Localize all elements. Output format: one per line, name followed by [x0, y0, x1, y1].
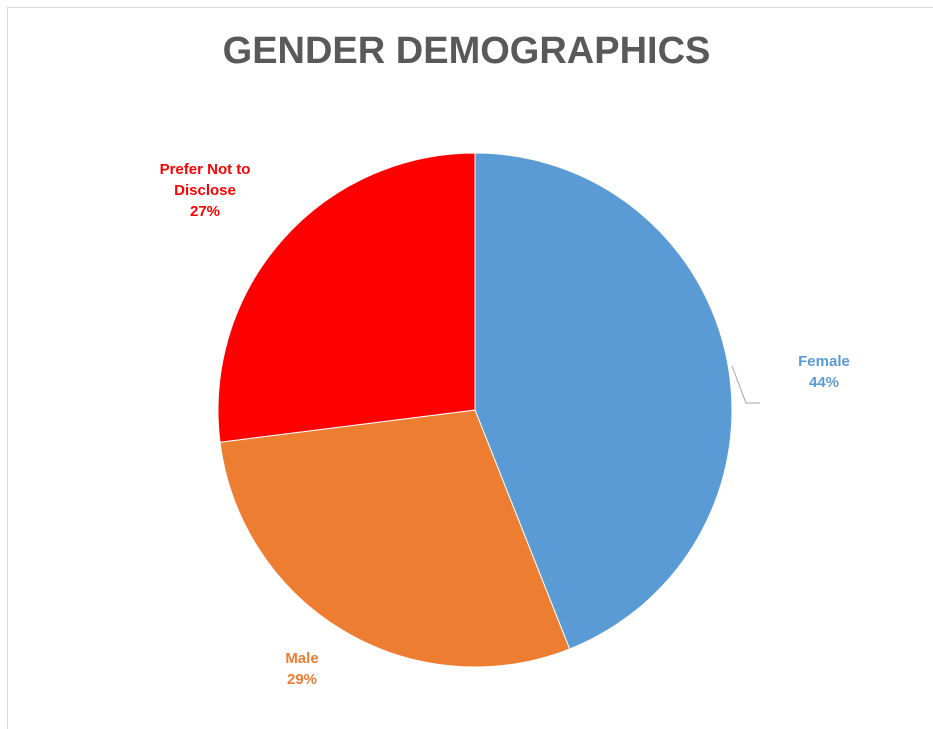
pie-slice-prefer-not-to-disclose [217, 152, 476, 443]
chart-title: GENDER DEMOGRAPHICS [222, 30, 711, 72]
slice-label-female-name: Female [798, 353, 850, 370]
slice-label-female: Female 44% [776, 351, 872, 393]
slice-label-prefer-line-2: Disclose [174, 182, 236, 199]
slice-label-prefer-line-1: Prefer Not to [159, 161, 251, 178]
slice-label-male: Male 29% [254, 648, 350, 690]
pie-slice-female [474, 152, 733, 650]
slice-label-female-percent: 44% [808, 374, 840, 391]
slice-label-male-name: Male [285, 650, 319, 667]
pie-slice-male [219, 409, 571, 668]
slice-label-prefer-not-to-disclose: Prefer Not to Disclose 27% [130, 159, 280, 222]
female-leader-line [731, 365, 760, 404]
slice-label-male-percent: 29% [286, 671, 318, 688]
slice-label-prefer-percent: 27% [189, 203, 221, 220]
